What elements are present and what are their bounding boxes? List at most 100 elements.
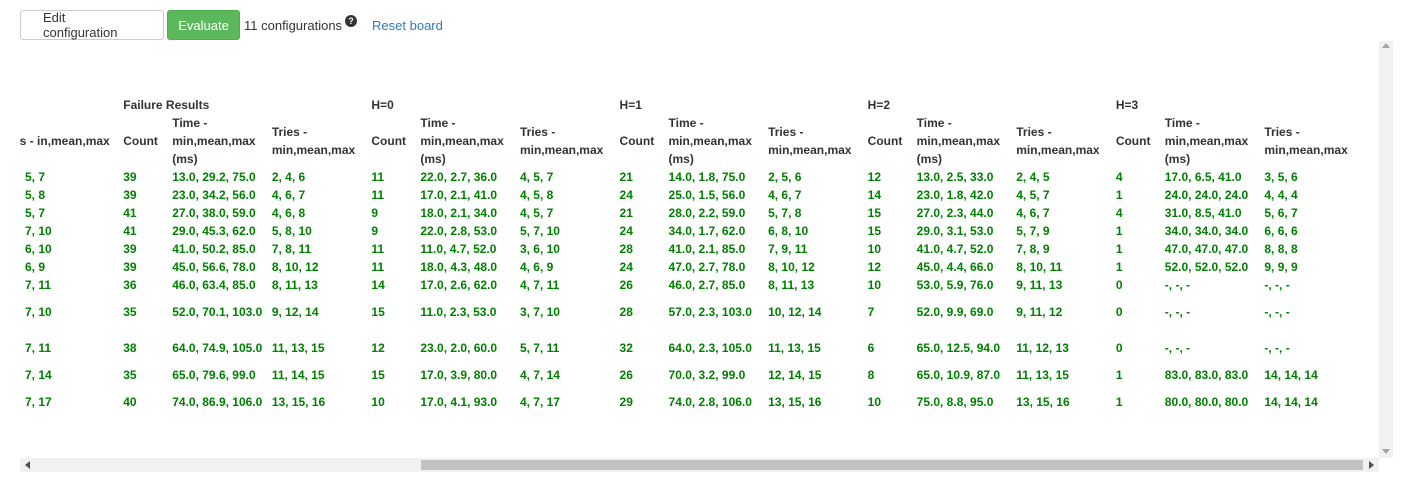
table-cell: 14 [371,278,385,292]
table-cell: 17.0, 2.1, 41.0 [420,188,498,202]
table-cell: -, -, - [1264,278,1290,292]
table-cell: 80.0, 80.0, 80.0 [1164,395,1249,409]
table-cell: 22.0, 2.8, 53.0 [420,224,498,238]
table-cell: 46.0, 2.7, 85.0 [668,278,746,292]
table-cell: 65.0, 79.6, 99.0 [172,368,256,382]
scroll-up-arrow-icon[interactable] [1382,43,1390,48]
scroll-down-arrow-icon[interactable] [1382,449,1390,454]
table-cell: 9, 12, 14 [271,305,319,319]
table-cell: -, -, - [1164,305,1191,319]
table-cell: 4, 6, 7 [768,188,802,202]
table-cell: 1 [1115,188,1123,202]
table-cell: 8, 8, 8 [1264,242,1298,256]
table-cell: 34.0, 34.0, 34.0 [1164,224,1249,238]
table-cell: 13, 15, 16 [768,395,822,409]
table-cell: 5, 7, 11 [519,341,560,355]
table-cell: 6, 10 [25,242,52,256]
question-circle-icon[interactable]: ? [345,15,358,27]
table-cell: 0 [1115,305,1123,319]
table-cell: 17.0, 2.6, 62.0 [420,278,498,292]
horizontal-scrollbar[interactable] [20,458,1379,472]
table-cell: 25.0, 1.5, 56.0 [668,188,746,202]
evaluate-button[interactable]: Evaluate [167,10,240,40]
table-cell: 11 [371,242,385,256]
table-cell: 4, 6, 8 [271,206,306,220]
edit-configuration-button[interactable]: Edit configuration [20,10,164,40]
scroll-left-arrow-icon[interactable] [25,461,30,469]
table-cell: 64.0, 2.3, 105.0 [668,341,752,355]
table-cell: 11, 13, 15 [1016,368,1069,382]
table-cell: 1 [1115,242,1123,256]
group-header-h3: H=3 [1115,97,1139,112]
group-header-failure-results: Failure Results [123,97,210,112]
table-cell: 8 [867,368,875,382]
reset-board-link[interactable]: Reset board [372,17,443,33]
table-cell: 31.0, 8.5, 41.0 [1164,206,1242,220]
table-cell: 39 [123,242,137,256]
table-row: 6, 10 39 41.0, 50.2, 85.0 7, 8, 11 11 11.0, 4… [20,240,1359,258]
scroll-right-arrow-icon[interactable] [1369,461,1374,469]
table-cell: 29.0, 3.1, 53.0 [916,224,994,238]
table-cell: 11, 12, 13 [1016,341,1069,355]
column-header-tries: Tries - min,mean,max [768,125,852,157]
table-cell: 15 [867,224,882,238]
table-cell: 6, 6, 6 [1264,224,1298,238]
column-header-time: Time - min,mean,max (ms) [916,116,1001,166]
table-cell: 11, 13, 15 [271,341,325,355]
results-scroll-area[interactable]: Failure Results H=0 H=1 H=2 H=3 ries - i… [20,41,1379,458]
table-cell: 7, 10 [25,224,52,238]
column-header-tries: Tries - min,mean,max [271,125,356,157]
table-cell: 14, 14, 14 [1264,395,1318,409]
table-cell: 7 [867,305,875,319]
table-cell: 11.0, 4.7, 52.0 [420,242,497,256]
column-header-count: Count [867,134,903,148]
table-cell: 18.0, 2.1, 34.0 [420,206,498,220]
table-row: 5, 8 39 23.0, 34.2, 56.0 4, 6, 7 11 17.0, 2.1… [20,186,1359,204]
table-cell: 32 [619,341,633,355]
horizontal-scrollbar-thumb[interactable] [421,460,1363,470]
table-cell: 12, 14, 15 [768,368,822,382]
table-cell: 12 [867,260,882,274]
table-cell: 23.0, 2.0, 60.0 [420,341,498,355]
table-cell: 1 [1115,368,1123,382]
column-header-time: Time - min,mean,max (ms) [172,116,256,166]
table-cell: -, -, - [1264,341,1290,355]
table-cell: 35 [123,305,137,319]
table-cell: -, -, - [1164,341,1191,355]
table-cell: -, -, - [1164,278,1191,292]
configuration-count: 11 configurations [244,17,343,33]
table-cell: 4, 5, 8 [519,188,554,202]
table-cell: 38 [123,341,137,355]
table-cell: 2, 5, 6 [768,170,802,184]
column-header-row: ries - in,mean,max Count Time - min,mean,m… [20,114,1359,168]
table-cell: 45.0, 4.4, 66.0 [916,260,994,274]
table-cell: 10 [867,242,882,256]
table-cell: 8, 10, 12 [768,260,815,274]
vertical-scrollbar[interactable] [1379,41,1393,458]
table-cell: 4, 7, 14 [519,368,560,382]
column-header-tries: Tries - min,mean,max [1016,125,1100,157]
table-cell: 9, 11, 12 [1016,305,1063,319]
table-cell: 39 [123,170,137,184]
table-cell: 65.0, 12.5, 94.0 [916,341,1001,355]
table-cell: 41.0, 50.2, 85.0 [172,242,256,256]
column-header-time: Time - min,mean,max (ms) [1164,116,1249,166]
table-cell: 23.0, 1.8, 42.0 [916,188,994,202]
column-header-count: Count [371,134,407,148]
table-cell: 36 [123,278,137,292]
table-cell: 8, 11, 13 [271,278,318,292]
table-row: 7, 11 36 46.0, 63.4, 85.0 8, 11, 13 14 17.0, … [20,276,1359,294]
group-header-h2: H=2 [867,97,891,112]
table-cell: 4, 5, 7 [1016,188,1050,202]
table-cell: 6 [867,341,875,355]
table-cell: 3, 7, 10 [519,305,560,319]
table-cell: 53.0, 5.9, 76.0 [916,278,994,292]
table-cell: 13, 15, 16 [271,395,326,409]
table-cell: 57.0, 2.3, 103.0 [668,305,752,319]
table-cell: 74.0, 86.9, 106.0 [172,395,263,409]
table-cell: 12 [867,170,882,184]
table-cell: 13.0, 2.5, 33.0 [916,170,994,184]
table-cell: 13, 15, 16 [1016,395,1070,409]
table-cell: 1 [1115,260,1123,274]
table-cell: -, -, - [1264,305,1290,319]
